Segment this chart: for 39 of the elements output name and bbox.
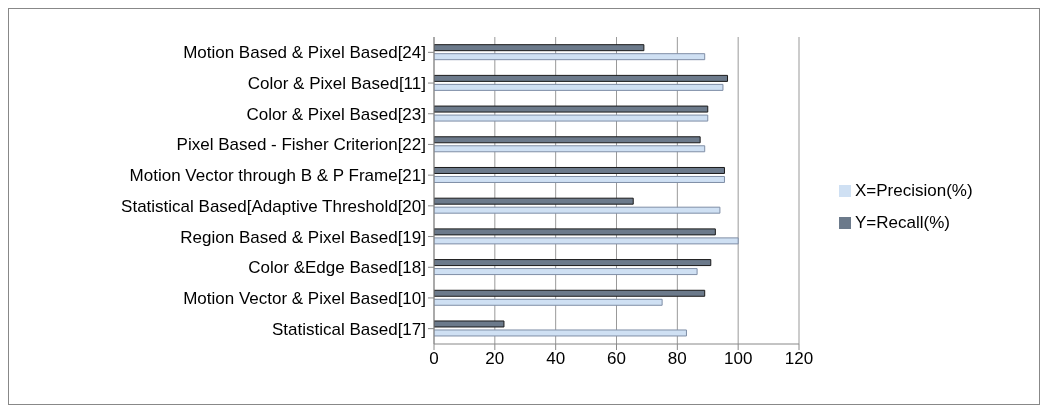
bar (434, 298, 663, 306)
y-tick-label: Motion Vector & Pixel Based[10] (183, 288, 426, 308)
bar (434, 228, 716, 236)
bar (434, 44, 645, 52)
bar (434, 206, 721, 214)
bar (434, 320, 505, 328)
y-tick-label: Color & Pixel Based[11] (247, 74, 426, 94)
legend-label: X=Precision(%) (855, 180, 973, 200)
y-tick-label: Motion Vector through B & P Frame[21] (129, 166, 426, 186)
bar (434, 136, 701, 144)
bar (434, 74, 729, 82)
y-tick-label: Statistical Based[Adaptive Threshold[20] (121, 196, 426, 216)
bar (434, 53, 706, 61)
x-tick-label: 20 (485, 349, 505, 369)
legend-label: Y=Recall(%) (855, 212, 950, 232)
bar (434, 175, 725, 183)
x-tick-label: 0 (429, 349, 439, 369)
x-tick-label: 60 (607, 349, 626, 369)
y-tick-label: Color &Edge Based[18] (248, 258, 426, 278)
y-tick-label: Pixel Based - Fisher Criterion[22] (176, 135, 426, 155)
y-tick-label: Statistical Based[17] (271, 319, 426, 339)
bar (434, 259, 712, 267)
bar (434, 329, 687, 337)
y-tick-label: Motion Based & Pixel Based[24] (183, 43, 426, 63)
bar (434, 166, 725, 174)
y-tick-label: Color & Pixel Based[23] (246, 104, 426, 124)
bar (434, 83, 724, 91)
bar (434, 197, 634, 205)
x-tick-label: 40 (546, 349, 566, 369)
bar (434, 105, 709, 113)
bar (434, 114, 709, 122)
x-tick-label: 120 (784, 349, 814, 369)
bar (434, 289, 706, 297)
x-tick-label: 100 (723, 349, 753, 369)
bar (434, 145, 706, 153)
y-tick-label: Region Based & Pixel Based[19] (180, 227, 426, 247)
bar (434, 268, 698, 276)
bar (434, 237, 739, 245)
x-tick-label: 80 (667, 349, 687, 369)
